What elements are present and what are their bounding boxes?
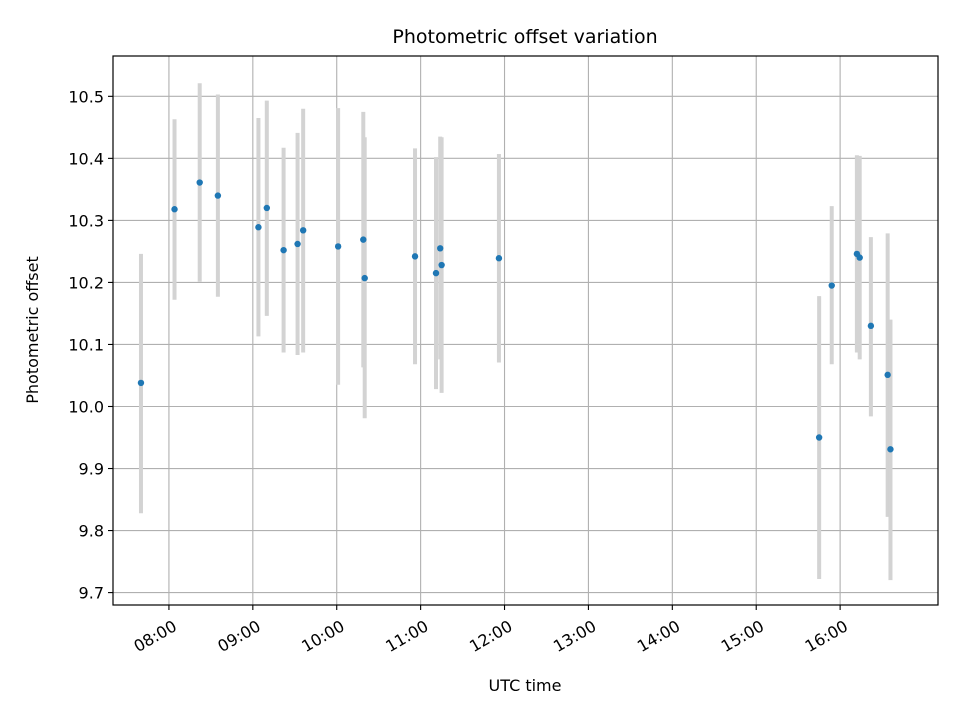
data-point <box>214 192 222 199</box>
y-tick-label: 9.9 <box>79 460 104 479</box>
data-point <box>280 246 287 254</box>
y-tick-label: 9.7 <box>79 584 104 603</box>
data-point <box>815 434 823 441</box>
data-point <box>263 204 271 212</box>
data-point <box>437 245 444 252</box>
data-point <box>255 224 262 231</box>
data-point <box>828 282 835 289</box>
data-point <box>361 274 368 282</box>
grid <box>113 56 938 605</box>
plot-frame <box>112 55 939 606</box>
data-point <box>334 243 342 250</box>
data-point <box>299 227 307 234</box>
data-point <box>887 446 894 453</box>
data-point <box>360 236 367 243</box>
y-tick-label: 10.1 <box>68 335 104 354</box>
data-point <box>294 240 301 248</box>
y-tick-label: 10.2 <box>68 273 104 292</box>
data-point <box>856 254 863 261</box>
y-tick-label: 10.3 <box>68 211 104 230</box>
data-point <box>884 371 891 379</box>
data-point <box>411 253 419 260</box>
y-axis-label: Photometric offset <box>23 256 42 404</box>
data-point <box>867 322 875 330</box>
data-point <box>137 379 145 387</box>
data-points <box>137 179 894 453</box>
chart-title: Photometric offset variation <box>392 26 657 48</box>
x-axis-label: UTC time <box>489 676 562 695</box>
data-point <box>438 261 445 269</box>
y-tick-label: 10.5 <box>68 87 104 106</box>
data-point <box>495 255 503 262</box>
data-point <box>196 179 203 186</box>
data-point <box>171 206 178 213</box>
y-tick-label: 10.0 <box>68 397 104 416</box>
data-point <box>432 269 440 277</box>
y-tick-label: 10.4 <box>68 149 104 168</box>
y-tick-label: 9.8 <box>79 522 104 541</box>
